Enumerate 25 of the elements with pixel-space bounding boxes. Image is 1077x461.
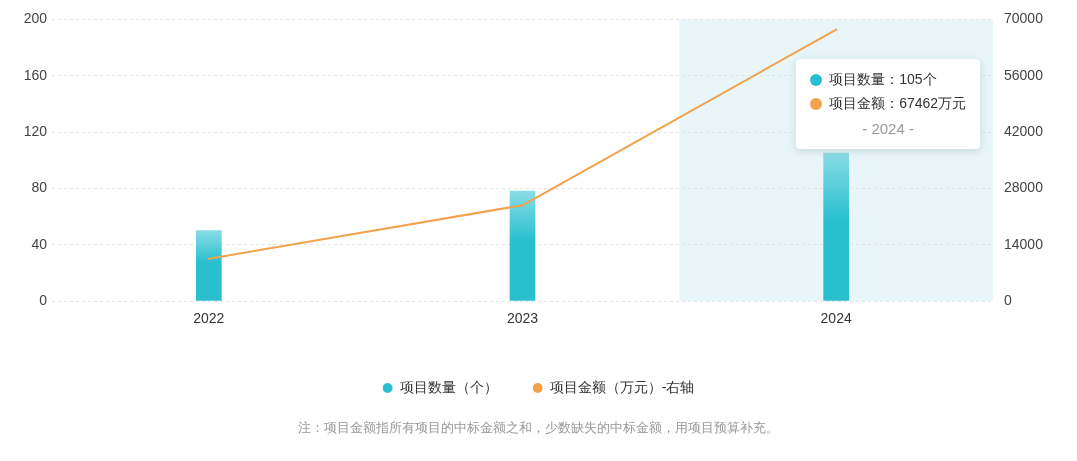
y-tick-label: 200 bbox=[23, 10, 48, 27]
tooltip: 项目数量：105个 项目金额：67462万元 - 2024 - bbox=[796, 59, 981, 150]
y2-tick-label: 42000 bbox=[1004, 122, 1044, 139]
legend-label: 项目数量（个） bbox=[399, 378, 498, 395]
bar bbox=[823, 152, 849, 301]
y2-tick-label: 28000 bbox=[1004, 179, 1044, 196]
y2-tick-label: 70000 bbox=[1004, 10, 1044, 27]
bar bbox=[509, 190, 536, 301]
legend-label: 项目金额（万元）-右轴 bbox=[549, 378, 695, 395]
y-tick-label: 0 bbox=[39, 291, 48, 308]
annotation: 项目数量：105个 bbox=[829, 71, 937, 90]
x-tick-label: 2023 bbox=[506, 310, 539, 327]
bar bbox=[196, 230, 222, 301]
x-tick-label: 2022 bbox=[193, 310, 225, 327]
y-tick-label: 160 bbox=[23, 66, 48, 83]
annotation: - 2024 - bbox=[861, 119, 915, 140]
y2-tick-label: 14000 bbox=[1004, 235, 1044, 252]
y-tick-label: 40 bbox=[31, 235, 48, 252]
x-tick-label: 2024 bbox=[820, 310, 852, 327]
y2-tick-label: 56000 bbox=[1004, 66, 1044, 83]
annotation: 项目金额：67462万元 bbox=[829, 95, 967, 114]
y-tick-label: 120 bbox=[23, 122, 48, 139]
text: 注：项目金额指所有项目的中标金额之和，少数缺失的中标金额，用项目预算补充。 bbox=[297, 419, 780, 437]
y2-tick-label: 0 bbox=[1004, 291, 1012, 308]
y-tick-label: 80 bbox=[31, 179, 48, 196]
